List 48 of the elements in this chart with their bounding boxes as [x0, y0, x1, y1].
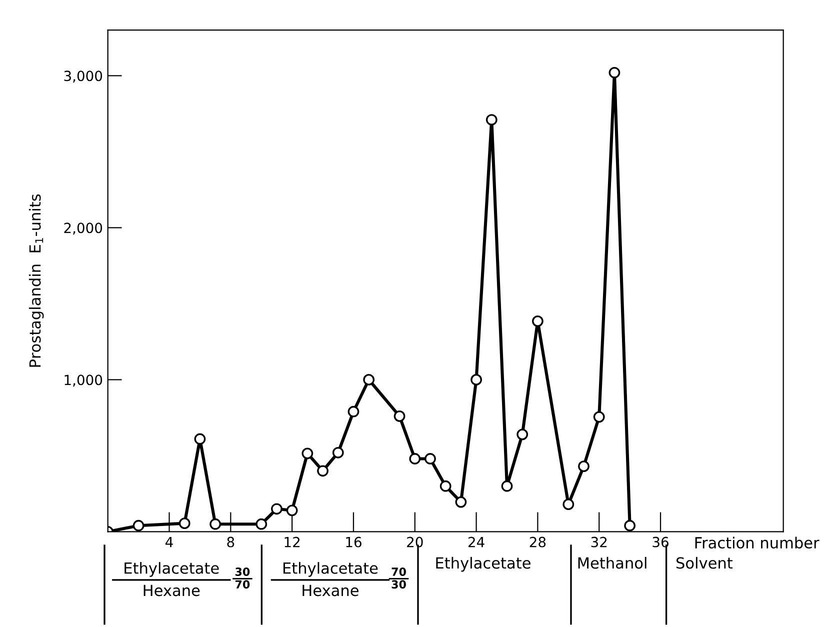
point	[178, 518, 190, 530]
point	[501, 480, 513, 492]
x-tick-label: 4	[166, 536, 173, 548]
x-tick-label: 36	[652, 536, 668, 548]
point	[624, 520, 636, 532]
x-tick-label: 24	[468, 536, 484, 548]
point	[332, 446, 344, 458]
y-tick-label: 3,000	[64, 70, 102, 83]
point	[286, 504, 298, 516]
text: Solvent	[676, 556, 733, 569]
point	[194, 433, 206, 445]
text: 30 70	[235, 568, 250, 589]
text: 70 30	[392, 568, 406, 589]
point	[455, 496, 467, 508]
x-tick-label: 28	[530, 536, 546, 548]
point	[424, 453, 436, 464]
point	[210, 518, 222, 530]
text: Methanol	[578, 556, 646, 569]
y-tick-label: 2,000	[64, 222, 102, 235]
x-axis-title: Fraction number	[695, 536, 820, 549]
point	[486, 114, 498, 126]
point	[593, 411, 605, 423]
point	[608, 66, 620, 78]
text: Ethylacetate Hexane	[283, 562, 378, 596]
point	[348, 406, 360, 418]
point	[256, 518, 268, 530]
point	[562, 498, 574, 510]
point	[516, 428, 528, 440]
point	[470, 374, 482, 386]
text: Ethylacetate	[436, 556, 530, 572]
y-axis-title: Prostaglandin E$_{1}$-units	[28, 194, 44, 367]
point	[578, 460, 590, 472]
point	[440, 480, 452, 492]
point	[302, 448, 314, 460]
x-tick-label: 12	[284, 536, 300, 548]
point	[409, 453, 421, 464]
point	[271, 503, 282, 515]
x-tick-label: 16	[346, 536, 362, 548]
point	[394, 410, 406, 422]
x-tick-label: 8	[227, 536, 234, 548]
point	[317, 465, 328, 477]
point	[132, 520, 144, 532]
point	[363, 374, 375, 386]
x-tick-label: 20	[407, 536, 423, 548]
y-tick-label: 1,000	[64, 374, 102, 387]
point	[532, 315, 544, 327]
text: Ethylacetate Hexane	[124, 562, 219, 596]
x-tick-label: 32	[591, 536, 607, 548]
